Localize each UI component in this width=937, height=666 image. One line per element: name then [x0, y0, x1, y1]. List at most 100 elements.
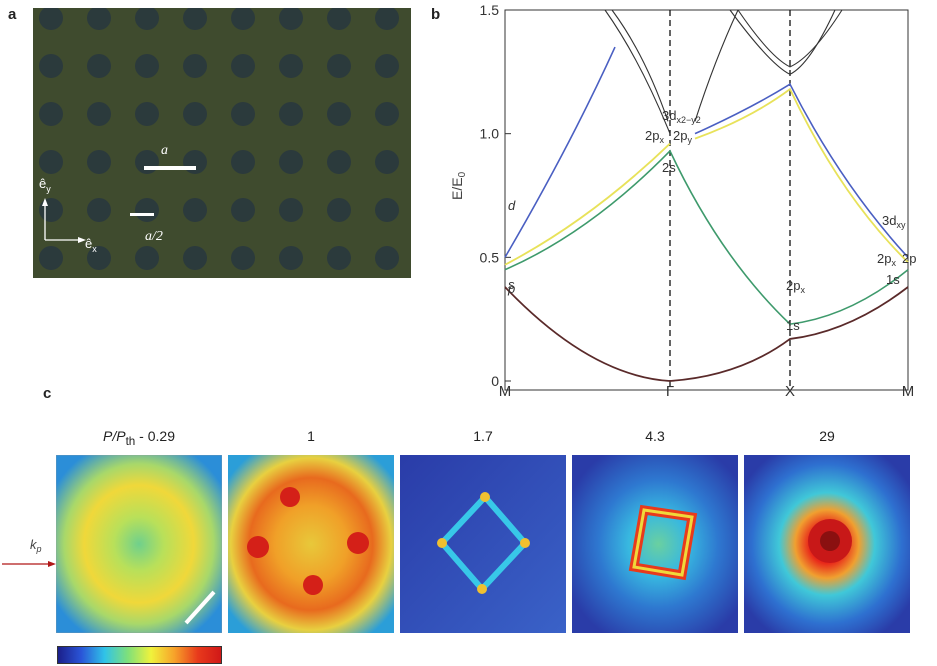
x-tick-label-0: M — [499, 383, 512, 400]
hole-6 — [327, 8, 351, 30]
hole-7 — [375, 8, 399, 30]
hole-24 — [39, 150, 63, 174]
hole-19 — [183, 102, 207, 126]
power-label-4: 4.3 — [645, 428, 665, 444]
scale-bar-a2 — [130, 213, 154, 216]
hole-39 — [375, 198, 399, 222]
kp-arrow: kp — [2, 537, 56, 567]
power-label-5: 29 — [819, 428, 835, 444]
band-structure-chart: 0 0.5 1.0 1.5 M Γ X M E/E0 d p s 2s 2px 2py 3d… — [449, 2, 916, 400]
hole-34 — [135, 198, 159, 222]
panel-b-letter: b — [431, 6, 441, 23]
hole-20 — [231, 102, 255, 126]
hole-27 — [183, 150, 207, 174]
hole-11 — [183, 54, 207, 78]
hole-9 — [87, 54, 111, 78]
hole-18 — [135, 102, 159, 126]
arrow-right-icon — [78, 237, 86, 243]
hole-37 — [279, 198, 303, 222]
colorbar — [57, 646, 222, 664]
emission-map-1 — [56, 455, 222, 633]
axis-y-label: êy — [39, 176, 51, 194]
label-3dxy-m: 3dxy — [882, 213, 906, 230]
band-blue — [504, 46, 909, 258]
label-2s: 2s — [662, 160, 676, 175]
label-p: p — [507, 281, 515, 296]
y-axis-label: E/E0 — [449, 171, 468, 200]
hole-47 — [375, 246, 399, 270]
hole-10 — [135, 54, 159, 78]
hole-38 — [327, 198, 351, 222]
axis-arrows — [44, 203, 81, 241]
band-yellow — [504, 87, 909, 266]
hole-21 — [279, 102, 303, 126]
plot-frame — [504, 9, 909, 391]
band-green — [504, 149, 909, 325]
label-2p-m: 2p — [902, 251, 916, 266]
label-2px-m: 2px — [877, 251, 896, 268]
hole-22 — [327, 102, 351, 126]
x-tick-label-1: Γ — [666, 383, 674, 400]
hole-15 — [375, 54, 399, 78]
band-upper-3 — [694, 9, 739, 122]
label-3d-gamma: 3dx2−y2 — [662, 108, 701, 125]
band-upper-1 — [604, 9, 671, 134]
arrow-right-icon — [48, 561, 56, 567]
hole-17 — [87, 102, 111, 126]
label-d: d — [508, 198, 516, 213]
hole-31 — [375, 150, 399, 174]
label-2py-gamma: 2py — [673, 128, 692, 145]
label-1s-x: 1s — [786, 318, 800, 333]
band-upper-5 — [737, 9, 843, 68]
hole-45 — [279, 246, 303, 270]
band-upper-2 — [611, 9, 669, 122]
axis-x-label: êx — [85, 236, 97, 254]
hole-36 — [231, 198, 255, 222]
hole-5 — [279, 8, 303, 30]
label-a-half: a/2 — [145, 229, 163, 244]
hole-23 — [375, 102, 399, 126]
power-label-3: 1.7 — [473, 428, 493, 444]
hole-40 — [39, 246, 63, 270]
hole-32 — [39, 198, 63, 222]
label-s: s — [508, 277, 515, 292]
label-2px-gamma: 2px — [645, 128, 664, 145]
arrow-up-icon — [42, 198, 48, 206]
hole-25 — [87, 150, 111, 174]
hole-42 — [135, 246, 159, 270]
hole-16 — [39, 102, 63, 126]
hole-lattice — [39, 8, 399, 270]
hole-14 — [327, 54, 351, 78]
label-a: a — [161, 143, 168, 158]
hole-30 — [327, 150, 351, 174]
hole-33 — [87, 198, 111, 222]
scale-bar-a — [144, 166, 196, 170]
hole-4 — [231, 8, 255, 30]
power-label-1: P/Pth - 0.29 — [102, 428, 175, 448]
y-axis-ticks: 0 0.5 1.0 1.5 — [480, 2, 511, 389]
micrograph-panel: a a/2 êy êx — [33, 8, 411, 278]
emission-map-2 — [228, 455, 394, 633]
y-tick-label-2: 1.0 — [480, 126, 500, 142]
band-curves — [504, 9, 909, 382]
band-1s — [504, 286, 909, 382]
hole-26 — [135, 150, 159, 174]
hole-12 — [231, 54, 255, 78]
kp-label: kp — [30, 537, 42, 554]
hole-3 — [183, 8, 207, 30]
emission-map-4 — [572, 455, 738, 633]
x-tick-label-3: M — [902, 383, 915, 400]
x-tick-label-2: X — [785, 383, 795, 400]
hole-44 — [231, 246, 255, 270]
hole-28 — [231, 150, 255, 174]
y-tick-label-0: 0 — [491, 373, 499, 389]
band-upper-4 — [729, 9, 836, 75]
label-2px-x: 2px — [786, 278, 805, 295]
hole-13 — [279, 54, 303, 78]
micrograph-background — [33, 8, 411, 278]
hole-29 — [279, 150, 303, 174]
hole-46 — [327, 246, 351, 270]
panel-c-letter: c — [43, 385, 52, 402]
hole-35 — [183, 198, 207, 222]
